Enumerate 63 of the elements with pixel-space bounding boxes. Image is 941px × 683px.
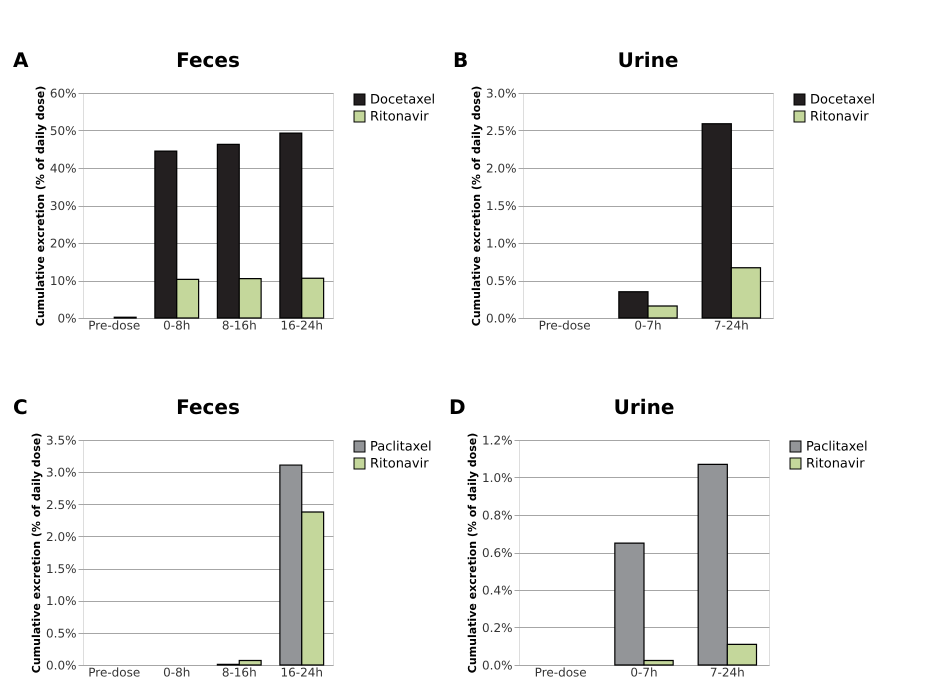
legend-label: Docetaxel bbox=[370, 92, 436, 108]
y-tick-label: 1.5% bbox=[486, 199, 516, 213]
y-tick-label: 2.0% bbox=[46, 530, 76, 544]
x-tick-label: 0-8h bbox=[163, 318, 190, 332]
legend-label: Paclitaxel bbox=[806, 440, 868, 454]
legend-label: Ritonavir bbox=[370, 110, 430, 124]
x-tick-label: 8-16h bbox=[222, 666, 257, 680]
y-tick-label: 1.0% bbox=[482, 471, 512, 485]
x-tick-label: Pre-dose bbox=[88, 318, 140, 332]
x-tick-label: Pre-dose bbox=[88, 666, 140, 680]
text: B bbox=[453, 48, 468, 72]
legend-label: Ritonavir bbox=[370, 456, 430, 472]
legend-label: Paclitaxel bbox=[370, 440, 432, 454]
y-axis-title: Cumulative excretion (% of daily dose) bbox=[34, 86, 47, 326]
x-tick-label: 0-7h bbox=[630, 666, 658, 680]
chart-title: Urine bbox=[618, 48, 678, 72]
legend-label: Docetaxel bbox=[810, 92, 876, 108]
y-tick-label: 0.5% bbox=[486, 274, 516, 288]
y-tick-label: 0.6% bbox=[482, 546, 512, 560]
y-tick-label: 0.4% bbox=[482, 584, 512, 598]
x-tick-label: Pre-dose bbox=[534, 666, 587, 680]
y-tick-label: 20% bbox=[50, 236, 76, 250]
y-tick-label: 0.0% bbox=[482, 658, 512, 672]
y-tick-label: 0.0% bbox=[486, 312, 516, 326]
y-tick-label: 1.0% bbox=[486, 236, 516, 250]
y-tick-label: 2.5% bbox=[486, 124, 516, 138]
y-tick-label: 3.0% bbox=[46, 466, 76, 480]
x-tick-label: 16-24h bbox=[280, 318, 323, 332]
x-tick-label: 8-16h bbox=[222, 318, 257, 332]
y-tick-label: 1.2% bbox=[482, 434, 512, 448]
chart-title: Feces bbox=[176, 48, 240, 72]
y-tick-label: 0.0% bbox=[46, 658, 76, 672]
text: D bbox=[449, 395, 466, 419]
y-tick-label: 3.5% bbox=[46, 434, 76, 448]
y-tick-label: 40% bbox=[50, 162, 76, 176]
y-tick-label: 2.5% bbox=[46, 498, 76, 512]
y-axis-title: Cumulative excretion (% of daily dose) bbox=[466, 432, 480, 674]
chart-title: Feces bbox=[176, 395, 240, 419]
y-tick-label: 0.8% bbox=[482, 508, 512, 522]
y-tick-label: 0% bbox=[57, 312, 76, 326]
x-tick-label: 0-8h bbox=[163, 666, 190, 680]
y-tick-label: 50% bbox=[50, 124, 76, 138]
x-tick-label: 7-24h bbox=[710, 666, 745, 680]
y-axis-title: Cumulative excretion (% of daily dose) bbox=[470, 86, 484, 326]
legend-label: Ritonavir bbox=[810, 110, 870, 124]
text: C bbox=[13, 395, 28, 419]
y-tick-label: 0.5% bbox=[46, 626, 76, 640]
y-tick-label: 1.5% bbox=[46, 562, 76, 576]
text: A bbox=[13, 48, 29, 72]
chart-title: Urine bbox=[614, 395, 674, 419]
x-tick-label: 7-24h bbox=[714, 318, 749, 332]
y-tick-label: 10% bbox=[50, 274, 76, 288]
y-tick-label: 1.0% bbox=[46, 594, 76, 608]
x-tick-label: 16-24h bbox=[280, 666, 323, 680]
legend-label: Ritonavir bbox=[806, 456, 866, 472]
y-tick-label: 0.2% bbox=[482, 621, 512, 635]
y-tick-label: 3.0% bbox=[486, 86, 516, 100]
y-tick-label: 60% bbox=[50, 86, 76, 100]
y-axis-title: Cumulative excretion (% of daily dose) bbox=[30, 432, 44, 674]
x-tick-label: Pre-dose bbox=[538, 318, 591, 332]
y-tick-label: 30% bbox=[50, 199, 76, 213]
y-tick-label: 2.0% bbox=[486, 162, 516, 176]
x-tick-label: 0-7h bbox=[634, 318, 662, 332]
